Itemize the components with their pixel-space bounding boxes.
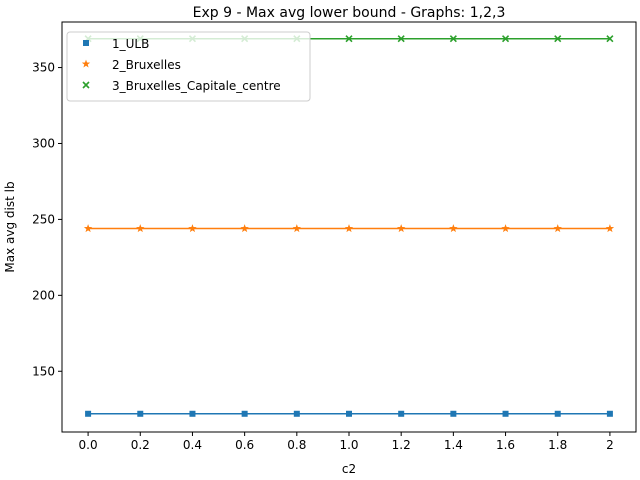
data-point-series-2 xyxy=(136,224,145,233)
legend-item-3: 3_Bruxelles_Capitale_centre xyxy=(82,79,281,93)
data-point-series-1 xyxy=(502,410,509,417)
data-point-series-1 xyxy=(398,410,405,417)
data-point-series-2 xyxy=(188,224,197,233)
data-point-series-1 xyxy=(241,410,248,417)
data-point-series-3 xyxy=(449,35,457,43)
y-tick-label: 200 xyxy=(32,288,55,302)
x-tick-label: 0.2 xyxy=(131,438,150,452)
data-point-series-1 xyxy=(85,410,92,417)
data-point-series-2 xyxy=(449,224,458,233)
y-axis-ticks: 150 200 250 300 350 xyxy=(32,61,62,378)
data-point-series-3 xyxy=(345,35,353,43)
data-point-series-2 xyxy=(397,224,406,233)
data-point-series-3 xyxy=(397,35,405,43)
x-tick-label: 0.6 xyxy=(235,438,254,452)
data-point-series-2 xyxy=(240,224,249,233)
x-tick-label: 1.4 xyxy=(444,438,463,452)
data-point-series-2 xyxy=(605,224,615,233)
data-point-series-3 xyxy=(501,35,510,43)
data-point-series-2 xyxy=(344,224,354,233)
data-point-series-2 xyxy=(553,224,562,233)
legend-label: 2_Bruxelles xyxy=(112,58,181,72)
data-point-series-2 xyxy=(83,224,93,233)
legend-marker xyxy=(83,40,89,46)
data-point-series-3 xyxy=(606,35,614,43)
y-tick-label: 350 xyxy=(32,61,55,75)
legend-marker xyxy=(81,59,91,68)
data-point-series-2 xyxy=(501,224,510,233)
y-axis-label: Max avg dist lb xyxy=(3,181,17,272)
y-tick-label: 150 xyxy=(32,364,55,378)
legend-items: 1_ULB 2_Bruxelles 3_Bruxelles_Capitale_cen… xyxy=(81,37,281,93)
data-point-series-1 xyxy=(137,410,144,417)
data-point-series-1 xyxy=(346,410,352,417)
legend-label: 1_ULB xyxy=(112,37,149,51)
data-point-series-1 xyxy=(606,410,613,417)
y-tick-label: 300 xyxy=(32,136,55,150)
chart-title: Exp 9 - Max avg lower bound - Graphs: 1,… xyxy=(193,5,506,21)
legend-item-1: 1_ULB xyxy=(83,37,149,51)
data-point-series-1 xyxy=(554,410,561,417)
data-point-series-1 xyxy=(293,410,300,417)
legend-frame xyxy=(66,31,311,102)
y-tick-label: 250 xyxy=(32,212,55,226)
x-axis-ticks: 0.0 0.2 0.4 0.6 0.8 1.0 1.2 1.4 1.6 1.8 2 xyxy=(79,432,614,452)
x-tick-label: 1.8 xyxy=(548,438,567,452)
legend-label: 3_Bruxelles_Capitale_centre xyxy=(112,79,281,93)
x-tick-label: 1.2 xyxy=(392,438,411,452)
data-point-series-2 xyxy=(292,224,301,233)
data-point-series-1 xyxy=(450,410,457,417)
data-point-series-3 xyxy=(554,35,562,43)
data-point-series-1 xyxy=(189,410,196,417)
x-tick-label: 1.0 xyxy=(339,438,358,452)
x-tick-label: 0.0 xyxy=(79,438,98,452)
legend-marker xyxy=(82,81,90,89)
x-tick-label: 1.6 xyxy=(496,438,515,452)
x-axis-label: c2 xyxy=(342,462,356,476)
legend: 1_ULB 2_Bruxelles 3_Bruxelles_Capitale_cen… xyxy=(66,31,311,102)
legend-item-2: 2_Bruxelles xyxy=(81,58,181,72)
x-tick-label: 0.8 xyxy=(287,438,306,452)
x-tick-label: 0.4 xyxy=(183,438,202,452)
x-tick-label: 2 xyxy=(606,438,614,452)
